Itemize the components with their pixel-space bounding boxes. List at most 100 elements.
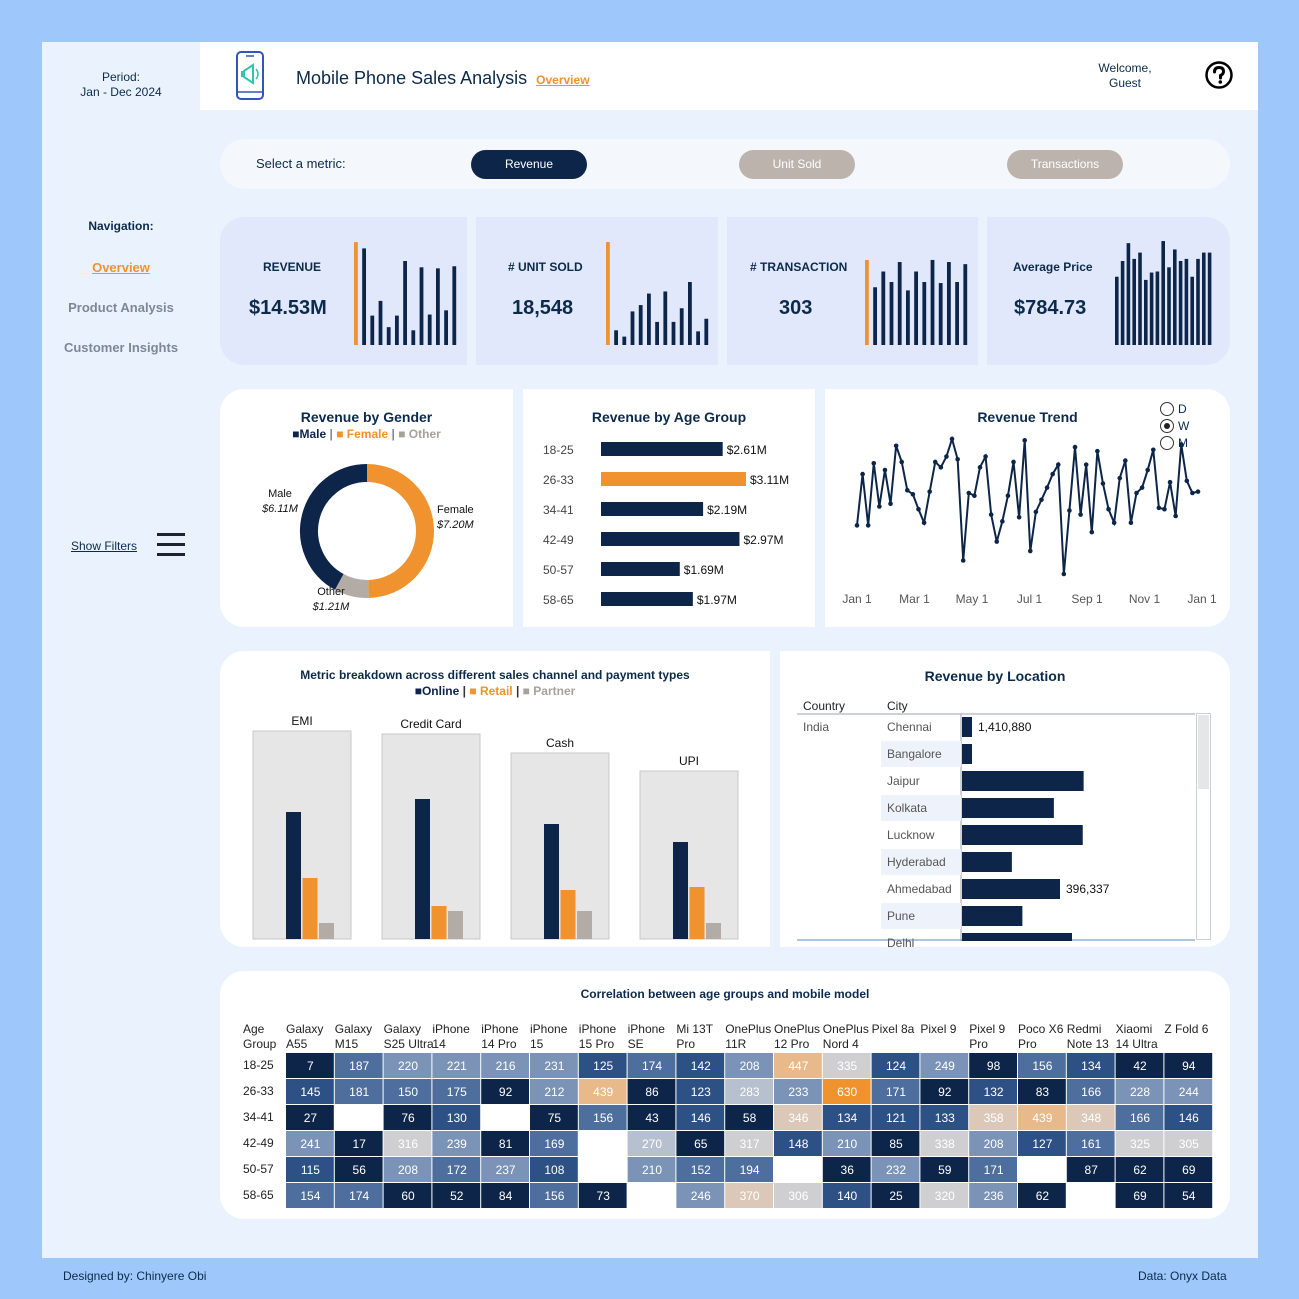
nav-item-overview[interactable]: Overview <box>92 260 150 275</box>
location-bar-chart: Country City India Chennai 1,410,880 Banga… <box>797 699 1195 947</box>
city-label: Hyderabad <box>887 855 946 869</box>
age-label: 42-49 <box>543 533 574 547</box>
heatmap-cell-value: 221 <box>447 1059 467 1073</box>
heatmap-age-label: 34-41 <box>243 1110 274 1124</box>
age-label: 50-57 <box>543 563 574 577</box>
heatmap-cell <box>1115 1131 1164 1156</box>
heatmap-cell <box>383 1183 432 1208</box>
heatmap-cell-value: 166 <box>1130 1111 1150 1125</box>
trend-point <box>949 436 955 442</box>
heatmap-cell-empty <box>627 1183 676 1208</box>
heatmap-cell <box>286 1053 334 1078</box>
trend-point <box>882 467 888 473</box>
heatmap-cell-value: 236 <box>984 1189 1004 1203</box>
metric-transactions-button[interactable]: Transactions <box>1007 150 1123 179</box>
legend-retail: ■ Retail <box>469 684 513 698</box>
heatmap-card: Correlation between age groups and mobil… <box>220 971 1230 1219</box>
spark-bar <box>1120 261 1125 345</box>
designer-credit: Designed by: Chinyere Obi <box>63 1269 207 1283</box>
metric-revenue-button[interactable]: Revenue <box>471 150 587 179</box>
age-value-label: $2.97M <box>743 533 783 547</box>
trend-point <box>1083 462 1089 467</box>
spark-bar <box>452 266 457 345</box>
heatmap-cell-value: 115 <box>301 1163 320 1177</box>
heatmap-cell <box>481 1131 529 1156</box>
trend-point <box>865 523 871 528</box>
welcome-message: Welcome, Guest <box>1080 61 1170 91</box>
overview-link[interactable]: Overview <box>536 73 590 87</box>
heatmap-model-label: Galaxy <box>335 1022 372 1036</box>
heatmap-model-label: OnePlus <box>823 1022 869 1036</box>
spark-bar <box>419 267 424 345</box>
heatmap-cell-value: 220 <box>398 1059 418 1073</box>
heatmap-cell <box>1018 1131 1066 1156</box>
heatmap-cell-value: 246 <box>691 1189 711 1203</box>
channel-bar-retail <box>689 887 705 939</box>
heatmap-corner-label: Group <box>243 1037 277 1051</box>
location-bar <box>962 771 1084 791</box>
trend-point <box>1117 475 1123 481</box>
trend-point <box>1100 481 1106 486</box>
country-india: India <box>803 720 829 734</box>
spark-bar <box>865 259 869 345</box>
heatmap-cell <box>920 1053 969 1078</box>
show-filters-link[interactable]: Show Filters <box>71 539 138 553</box>
age-group-card: Revenue by Age Group 18-25 $2.61M 26-33 $3.… <box>523 389 815 627</box>
nav-item-product-analysis[interactable]: Product Analysis <box>68 300 174 315</box>
trend-point <box>1022 438 1028 443</box>
spark-bar <box>873 287 877 345</box>
heatmap-cell <box>822 1157 871 1182</box>
location-scrollbar[interactable] <box>1196 713 1211 940</box>
city-label: Lucknow <box>887 828 935 842</box>
heatmap-cell-value: 239 <box>447 1137 467 1151</box>
heatmap-cell <box>1164 1183 1213 1208</box>
kpi-value: $14.53M <box>249 297 327 319</box>
spark-bar <box>411 330 416 345</box>
heatmap-cell <box>969 1157 1017 1182</box>
spark-bar <box>1149 272 1154 345</box>
gender-card: Revenue by Gender ■Male | ■ Female | ■ O… <box>220 389 513 627</box>
heatmap-cell-value: 210 <box>642 1163 662 1177</box>
metric-selector-label: Select a metric: <box>256 156 346 171</box>
granularity-option-m[interactable]: M <box>1160 435 1189 452</box>
heatmap-cell <box>334 1157 383 1182</box>
spark-bar <box>1155 271 1160 345</box>
spark-bar <box>679 308 684 345</box>
channel-group-background <box>639 770 739 940</box>
metric-unit-sold-button[interactable]: Unit Sold <box>739 150 855 179</box>
age-group-bar-chart: 18-25 $2.61M 26-33 $3.11M 34-41 $2.19M 42-49 $2… <box>543 442 789 607</box>
spark-bar <box>370 315 375 345</box>
age-group-title: Revenue by Age Group <box>591 409 747 425</box>
hamburger-menu-icon[interactable] <box>157 533 187 557</box>
nav-item-customer-insights[interactable]: Customer Insights <box>63 340 179 355</box>
heatmap-cell-value: 439 <box>1032 1111 1052 1125</box>
spark-bar <box>955 282 959 345</box>
question-icon[interactable] <box>1205 61 1233 89</box>
channel-group-background <box>381 733 481 940</box>
trend-point <box>1005 493 1011 498</box>
heatmap-cell-empty <box>578 1131 627 1156</box>
trend-point <box>972 493 977 498</box>
heatmap-model-label: A55 <box>286 1037 308 1051</box>
location-title: Revenue by Location <box>924 668 1066 684</box>
heatmap-cell-value: 81 <box>499 1137 513 1151</box>
heatmap-cell-value: 228 <box>1130 1085 1150 1099</box>
trend-point <box>1173 513 1178 519</box>
heatmap-cell <box>1115 1053 1164 1078</box>
granularity-option-d[interactable]: D <box>1160 401 1189 418</box>
scrollbar-thumb[interactable] <box>1198 715 1209 789</box>
heatmap-cell <box>822 1105 871 1130</box>
period: Period: Jan - Dec 2024 <box>42 70 200 100</box>
spark-bar <box>1173 249 1177 345</box>
female-label: Female <box>437 504 474 516</box>
heatmap-cell-value: 52 <box>450 1189 464 1203</box>
spark-bar <box>1115 276 1119 345</box>
trend-point <box>1139 485 1145 490</box>
trend-point <box>910 492 916 497</box>
granularity-option-w[interactable]: W <box>1160 418 1189 435</box>
city-label: Chennai <box>887 720 932 734</box>
heatmap-cell <box>676 1105 725 1130</box>
heatmap-cell-value: 85 <box>889 1137 903 1151</box>
heatmap-model-label: 14 <box>432 1037 446 1051</box>
